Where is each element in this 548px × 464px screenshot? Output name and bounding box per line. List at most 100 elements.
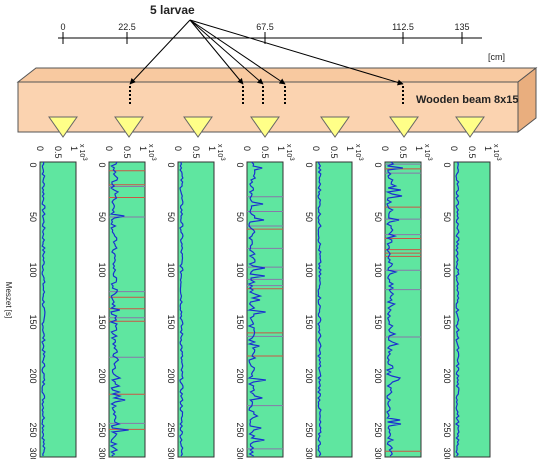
- panel-y-tick: 50: [373, 212, 383, 222]
- panel-y-tick: 100: [166, 262, 176, 277]
- panel-y-tick: 150: [166, 314, 176, 329]
- panel-multiplier: x 103: [423, 144, 432, 161]
- multiplier-base: x 10: [216, 144, 223, 157]
- panel-x-tick: 1: [69, 146, 79, 151]
- panel-x-tick: 0.5: [53, 146, 63, 159]
- panel-y-tick: 300: [373, 447, 383, 459]
- panel-y-tick: 250: [166, 422, 176, 437]
- panel-y-tick: 150: [304, 314, 314, 329]
- panel-y-tick: 100: [373, 262, 383, 277]
- panel-y-tick: 150: [97, 314, 107, 329]
- multiplier-base: x 10: [78, 144, 85, 157]
- ruler-label: 135: [454, 22, 469, 32]
- panel-y-tick: 200: [97, 368, 107, 383]
- beam-top: [18, 68, 536, 82]
- panel-y-tick: 50: [28, 212, 38, 222]
- panel-y-tick: 250: [304, 422, 314, 437]
- panel-y-tick: 150: [442, 314, 452, 329]
- panel-multiplier: x 103: [285, 144, 294, 161]
- panel-x-tick: 1: [276, 146, 286, 151]
- ruler-label: 0: [60, 22, 65, 32]
- panel-y-tick: 0: [166, 162, 176, 167]
- panel-y-tick: 200: [304, 368, 314, 383]
- panel-y-tick: 250: [235, 422, 245, 437]
- multiplier-base: x 10: [492, 144, 499, 157]
- panel-y-tick: 200: [28, 368, 38, 383]
- panel-x-tick: 0.5: [122, 146, 132, 159]
- panel-y-tick: 0: [373, 162, 383, 167]
- panel-y-tick: 250: [97, 422, 107, 437]
- panel-y-tick: 50: [166, 212, 176, 222]
- panel-plot: [316, 162, 352, 457]
- multiplier-base: x 10: [423, 144, 430, 157]
- multiplier-base: x 10: [285, 144, 292, 157]
- panel-plot: [454, 162, 490, 457]
- panel-y-tick: 50: [442, 212, 452, 222]
- panel-x-tick: 0.5: [398, 146, 408, 159]
- panel-y-tick: 150: [235, 314, 245, 329]
- panel-y-tick: 250: [28, 422, 38, 437]
- panel-x-tick: 1: [138, 146, 148, 151]
- panel-multiplier: x 103: [78, 144, 87, 161]
- panel-x-tick: 0: [242, 146, 252, 151]
- multiplier-base: x 10: [147, 144, 154, 157]
- multiplier-exponent: 3: [426, 157, 432, 161]
- panel-y-tick: 0: [97, 162, 107, 167]
- panel-y-tick: 200: [166, 368, 176, 383]
- panel-multiplier: x 103: [216, 144, 225, 161]
- multiplier-exponent: 3: [150, 157, 156, 161]
- panel-y-tick: 100: [304, 262, 314, 277]
- panel-y-tick: 100: [442, 262, 452, 277]
- panel-x-tick: 0: [173, 146, 183, 151]
- multiplier-base: x 10: [354, 144, 361, 157]
- panel-x-tick: 0: [380, 146, 390, 151]
- panel-y-tick: 100: [235, 262, 245, 277]
- ruler-label: 112.5: [392, 22, 414, 32]
- panel-y-tick: 0: [304, 162, 314, 167]
- panel-y-tick: 50: [97, 212, 107, 222]
- panel-y-tick: 300: [304, 447, 314, 459]
- panel-multiplier: x 103: [354, 144, 363, 161]
- panel-y-tick: 300: [166, 447, 176, 459]
- panel-x-tick: 1: [345, 146, 355, 151]
- panel-y-label: Meszet [s]: [4, 282, 13, 318]
- panel-x-tick: 0.5: [467, 146, 477, 159]
- larvae-label: 5 larvae: [150, 3, 195, 17]
- multiplier-exponent: 3: [288, 157, 294, 161]
- panel-y-tick: 0: [442, 162, 452, 167]
- panel-x-tick: 0: [104, 146, 114, 151]
- panel-x-tick: 0: [311, 146, 321, 151]
- panel-y-tick: 50: [235, 212, 245, 222]
- panel-x-tick: 0: [35, 146, 45, 151]
- panel-x-tick: 0: [449, 146, 459, 151]
- panel-y-tick: 0: [235, 162, 245, 167]
- panel-y-tick: 200: [442, 368, 452, 383]
- panel-plot: [178, 162, 214, 457]
- panel-y-tick: 300: [235, 447, 245, 459]
- panel-y-tick: 300: [442, 447, 452, 459]
- ruler-label: 22.5: [118, 22, 136, 32]
- panel-y-tick: 100: [97, 262, 107, 277]
- ruler-label: 67.5: [256, 22, 274, 32]
- panel-x-tick: 0.5: [329, 146, 339, 159]
- multiplier-exponent: 3: [357, 157, 363, 161]
- panel-y-tick: 200: [235, 368, 245, 383]
- panel-y-tick: 300: [28, 447, 38, 459]
- panel-y-tick: 150: [28, 314, 38, 329]
- multiplier-exponent: 3: [219, 157, 225, 161]
- panel-multiplier: x 103: [147, 144, 156, 161]
- panel-y-tick: 250: [442, 422, 452, 437]
- panel-y-tick: 0: [28, 162, 38, 167]
- panel-y-tick: 250: [373, 422, 383, 437]
- panel-x-tick: 1: [483, 146, 493, 151]
- panel-y-tick: 150: [373, 314, 383, 329]
- panel-y-tick: 50: [304, 212, 314, 222]
- panel-y-tick: 100: [28, 262, 38, 277]
- panel-x-tick: 0.5: [191, 146, 201, 159]
- panel-y-tick: 300: [97, 447, 107, 459]
- multiplier-exponent: 3: [495, 157, 501, 161]
- beam-label: Wooden beam 8x15: [416, 94, 519, 106]
- panel-y-tick: 200: [373, 368, 383, 383]
- multiplier-exponent: 3: [81, 157, 87, 161]
